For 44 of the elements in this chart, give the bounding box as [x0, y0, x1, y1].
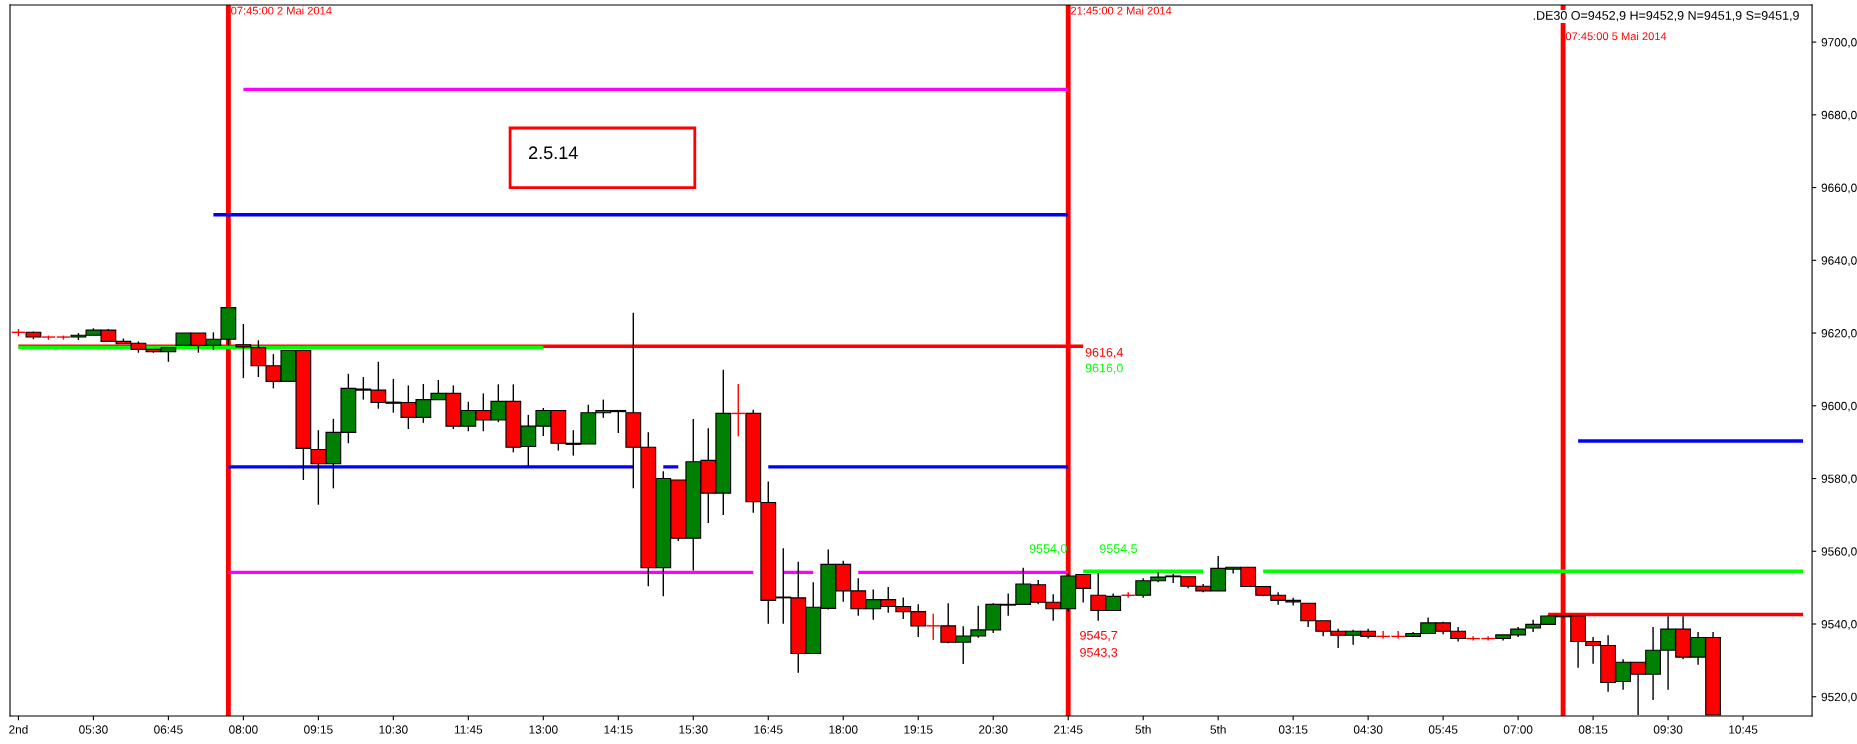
y-tick-label: 9540,0 [1821, 620, 1857, 630]
x-tick-label: 16:45 [754, 725, 783, 734]
y-tick-label: 9580,0 [1821, 474, 1857, 485]
annotation: 9543,3 [1080, 647, 1118, 659]
y-tick-label: 9600,0 [1821, 401, 1857, 412]
annotation: 9554,5 [1099, 544, 1138, 555]
y-tick-label: 9660,0 [1821, 183, 1857, 194]
x-tick-label: 21:45 [1054, 725, 1083, 734]
annotation: 9616,0 [1085, 363, 1123, 374]
y-tick-label: 9620,0 [1821, 329, 1857, 339]
annotation: 07:45:00 2 Mai 2014 [231, 6, 332, 15]
x-tick-label: 03:15 [1278, 725, 1308, 734]
x-tick-label: 11:45 [454, 725, 483, 734]
x-tick-label: 20:30 [979, 725, 1008, 734]
annotation: 9545,7 [1080, 630, 1118, 642]
x-tick-label: 13:00 [529, 725, 558, 734]
x-tick-label: 06:45 [154, 725, 183, 734]
y-tick-label: 9520,0 [1821, 692, 1857, 703]
annotation: .DE30 O=9452,9 H=9452,9 N=9451,9 S=9451,9 [1533, 11, 1799, 22]
x-tick-label: 08:00 [229, 725, 258, 734]
x-tick-label: 07:00 [1503, 725, 1533, 734]
y-tick-label: 9700,0 [1821, 38, 1857, 48]
x-tick-label: 09:30 [1653, 725, 1683, 734]
annotation: 21:45:00 2 Mai 2014 [1071, 6, 1172, 15]
x-tick-label: 5th [1210, 725, 1226, 734]
x-tick-label: 15:30 [679, 725, 708, 734]
x-tick-label: 08:15 [1578, 725, 1608, 734]
x-tick-label: 18:00 [829, 725, 858, 734]
x-tick-label: 09:15 [304, 725, 333, 734]
y-tick-label: 9680,0 [1821, 110, 1857, 121]
x-tick-label: 5th [1135, 725, 1151, 734]
x-tick-label: 04:30 [1353, 725, 1383, 734]
x-tick-label: 05:30 [79, 725, 108, 734]
x-tick-label: 2nd [9, 725, 28, 734]
x-tick-label: 05:45 [1428, 725, 1458, 734]
x-tick-label: 10:45 [1729, 725, 1758, 734]
x-tick-label: 19:15 [904, 725, 933, 734]
y-tick-label: 9640,0 [1821, 256, 1857, 267]
annotation: 2.5.14 [529, 146, 578, 160]
x-tick-label: 10:30 [379, 725, 408, 734]
annotation: 9616,4 [1085, 347, 1123, 359]
x-tick-label: 14:15 [604, 725, 633, 734]
y-tick-label: 9560,0 [1821, 547, 1857, 558]
annotation: 07:45:00 5 Mai 2014 [1565, 32, 1667, 41]
